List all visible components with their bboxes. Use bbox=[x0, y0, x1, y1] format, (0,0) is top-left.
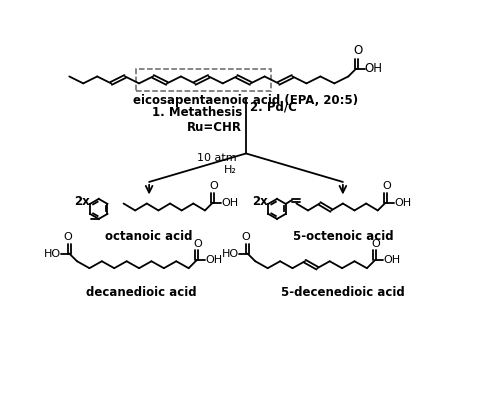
Text: 5-octenoic acid: 5-octenoic acid bbox=[293, 230, 393, 243]
Text: OH: OH bbox=[394, 198, 411, 208]
Text: 1. Metathesis
Ru=CHR: 1. Metathesis Ru=CHR bbox=[152, 106, 242, 134]
Text: 2x: 2x bbox=[74, 195, 90, 208]
Text: O: O bbox=[210, 181, 218, 191]
Text: OH: OH bbox=[383, 256, 400, 266]
Text: OH: OH bbox=[205, 256, 222, 266]
Text: eicosapentaenoic acid (EPA, 20:5): eicosapentaenoic acid (EPA, 20:5) bbox=[133, 94, 359, 107]
Text: O: O bbox=[383, 181, 391, 191]
Text: O: O bbox=[372, 239, 381, 249]
Text: 2x: 2x bbox=[252, 195, 268, 208]
Text: octanoic acid: octanoic acid bbox=[106, 230, 193, 243]
Text: 5-decenedioic acid: 5-decenedioic acid bbox=[281, 286, 405, 299]
Text: 10 atm
H₂: 10 atm H₂ bbox=[197, 153, 237, 175]
Text: decanedioic acid: decanedioic acid bbox=[86, 286, 197, 299]
Text: 2. Pd/C: 2. Pd/C bbox=[250, 100, 297, 113]
Text: O: O bbox=[193, 239, 203, 249]
Text: HO: HO bbox=[44, 248, 61, 259]
Text: HO: HO bbox=[222, 248, 239, 259]
Text: O: O bbox=[63, 232, 72, 242]
Text: OH: OH bbox=[365, 62, 383, 75]
Text: O: O bbox=[353, 44, 362, 57]
Text: O: O bbox=[241, 232, 251, 242]
Text: OH: OH bbox=[221, 198, 239, 208]
Bar bbox=[136, 69, 271, 91]
